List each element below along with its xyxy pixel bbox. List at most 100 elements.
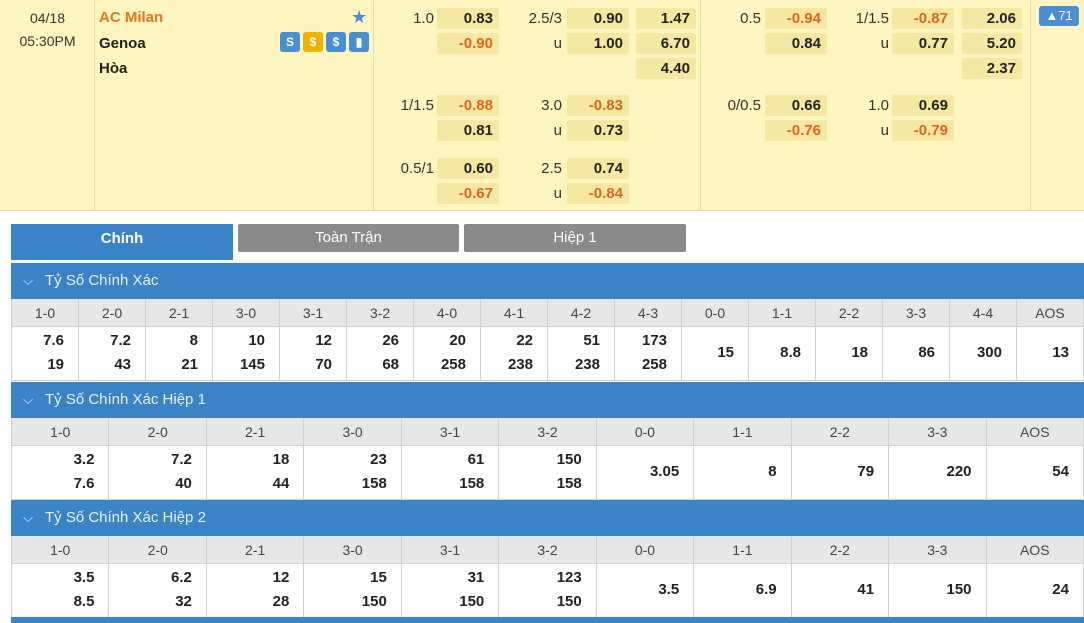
handicap-home-odds[interactable]: 0.83 — [437, 8, 499, 29]
draw-score-odds[interactable]: 220 — [946, 463, 972, 480]
score-odds-cell[interactable]: 173 258 — [615, 327, 682, 381]
score-odds-cell[interactable]: 86 — [883, 327, 950, 381]
home-score-odds[interactable]: 8 — [189, 332, 198, 349]
bar-chart-icon[interactable]: ▮ — [349, 32, 369, 52]
draw-score-odds[interactable]: 8.8 — [780, 344, 801, 361]
score-odds-cell[interactable]: 31 150 — [401, 564, 500, 618]
handicap-away-odds[interactable]: 0.81 — [437, 120, 499, 141]
away-score-odds[interactable]: 145 — [239, 356, 265, 373]
one-x-two-odds[interactable]: 4.40 — [636, 58, 696, 79]
stats-s-icon[interactable]: S — [280, 32, 300, 52]
score-odds-cell[interactable]: 54 — [986, 446, 1084, 500]
home-score-odds[interactable]: 18 — [272, 451, 290, 468]
home-score-odds[interactable]: 23 — [370, 451, 387, 468]
more-markets-button[interactable]: ▲71 — [1039, 6, 1079, 26]
draw-score-odds[interactable]: 300 — [976, 344, 1002, 361]
home-score-odds[interactable]: 12 — [315, 332, 332, 349]
home-team[interactable]: AC Milan — [99, 9, 164, 26]
score-odds-cell[interactable]: 23 158 — [304, 446, 402, 500]
home-score-odds[interactable]: 3.2 — [73, 451, 95, 468]
away-score-odds[interactable]: 158 — [459, 475, 485, 492]
away-score-odds[interactable]: 150 — [361, 593, 387, 610]
score-odds-cell[interactable]: 51 238 — [548, 327, 615, 381]
score-odds-cell[interactable]: 300 — [950, 327, 1017, 381]
away-score-odds[interactable]: 68 — [382, 356, 399, 373]
home-score-odds[interactable]: 3.5 — [73, 569, 95, 586]
handicap-home-odds[interactable]: -0.88 — [437, 95, 499, 116]
away-score-odds[interactable]: 28 — [272, 593, 290, 610]
over-odds[interactable]: -0.83 — [567, 95, 629, 116]
draw-score-odds[interactable]: 3.05 — [649, 463, 680, 480]
away-score-odds[interactable]: 238 — [574, 356, 600, 373]
tab-fulltime[interactable]: Toàn Trận — [238, 224, 459, 252]
draw-score-odds[interactable]: 86 — [918, 344, 935, 361]
handicap-away-odds[interactable]: -0.76 — [765, 120, 827, 141]
away-score-odds[interactable]: 158 — [556, 475, 582, 492]
draw-score-odds[interactable]: 3.5 — [658, 581, 680, 598]
away-score-odds[interactable]: 32 — [175, 593, 192, 610]
handicap-away-odds[interactable]: -0.67 — [437, 183, 499, 204]
away-score-odds[interactable]: 150 — [459, 593, 485, 610]
score-odds-cell[interactable]: 10 145 — [213, 327, 280, 381]
score-odds-cell[interactable]: 41 — [791, 564, 890, 618]
home-score-odds[interactable]: 173 — [641, 332, 667, 349]
draw-score-odds[interactable]: 8 — [768, 463, 777, 480]
score-odds-cell[interactable]: 79 — [791, 446, 890, 500]
score-odds-cell[interactable]: 18 — [816, 327, 883, 381]
score-odds-cell[interactable]: 3.2 7.6 — [12, 446, 110, 500]
away-score-odds[interactable]: 258 — [440, 356, 466, 373]
draw-score-odds[interactable]: 41 — [857, 581, 875, 598]
score-odds-cell[interactable]: 12 70 — [280, 327, 347, 381]
score-odds-cell[interactable]: 150 — [889, 564, 987, 618]
under-odds[interactable]: -0.79 — [892, 120, 954, 141]
away-score-odds[interactable]: 40 — [175, 475, 192, 492]
tab-firsthalf[interactable]: Hiệp 1 — [464, 224, 686, 252]
score-odds-cell[interactable]: 7.2 43 — [79, 327, 146, 381]
score-odds-cell[interactable]: 18 44 — [206, 446, 305, 500]
score-odds-cell[interactable]: 6.2 32 — [109, 564, 207, 618]
score-odds-cell[interactable]: 24 — [986, 564, 1084, 618]
away-score-odds[interactable]: 158 — [361, 475, 387, 492]
one-x-two-odds[interactable]: 5.20 — [962, 33, 1022, 54]
draw-score-odds[interactable]: 79 — [857, 463, 875, 480]
score-odds-cell[interactable]: 7.6 19 — [12, 327, 79, 381]
home-score-odds[interactable]: 51 — [583, 332, 600, 349]
under-odds[interactable]: 0.73 — [567, 120, 629, 141]
score-odds-cell[interactable]: 3.05 — [596, 446, 695, 500]
away-score-odds[interactable]: 8.5 — [73, 593, 95, 610]
score-odds-cell[interactable]: 20 258 — [414, 327, 481, 381]
home-score-odds[interactable]: 22 — [516, 332, 533, 349]
home-score-odds[interactable]: 12 — [272, 569, 290, 586]
chevron-down-icon[interactable]: ⌵ — [23, 392, 33, 407]
handicap-home-odds[interactable]: 0.60 — [437, 158, 499, 179]
draw-score-odds[interactable]: 13 — [1052, 344, 1069, 361]
chevron-down-icon[interactable]: ⌵ — [23, 510, 33, 525]
score-odds-cell[interactable]: 12 28 — [206, 564, 305, 618]
score-odds-cell[interactable]: 7.2 40 — [109, 446, 207, 500]
tab-main[interactable]: Chính — [11, 224, 233, 260]
score-odds-cell[interactable]: 13 — [1017, 327, 1084, 381]
draw-score-odds[interactable]: 54 — [1052, 463, 1069, 480]
handicap-home-odds[interactable]: 0.66 — [765, 95, 827, 116]
score-odds-cell[interactable]: 15 150 — [304, 564, 402, 618]
home-score-odds[interactable]: 7.2 — [171, 451, 192, 468]
away-score-odds[interactable]: 21 — [181, 356, 198, 373]
handicap-away-odds[interactable]: 0.84 — [765, 33, 827, 54]
home-score-odds[interactable]: 7.6 — [43, 332, 64, 349]
over-odds[interactable]: 0.69 — [892, 95, 954, 116]
one-x-two-odds[interactable]: 2.06 — [962, 8, 1022, 29]
away-score-odds[interactable]: 150 — [556, 593, 582, 610]
one-x-two-odds[interactable]: 2.37 — [962, 58, 1022, 79]
home-score-odds[interactable]: 26 — [382, 332, 399, 349]
home-score-odds[interactable]: 15 — [370, 569, 387, 586]
away-score-odds[interactable]: 70 — [315, 356, 332, 373]
section-header[interactable]: ⌵ Tỷ Số Chính Xác Hiệp 2 — [11, 500, 1084, 536]
draw-score-odds[interactable]: 15 — [717, 344, 734, 361]
over-odds[interactable]: -0.87 — [892, 8, 954, 29]
away-score-odds[interactable]: 19 — [47, 356, 64, 373]
score-odds-cell[interactable]: 22 238 — [481, 327, 548, 381]
score-odds-cell[interactable]: 220 — [889, 446, 987, 500]
coin-icon[interactable]: $ — [303, 32, 323, 52]
home-score-odds[interactable]: 6.2 — [171, 569, 192, 586]
home-score-odds[interactable]: 20 — [449, 332, 466, 349]
